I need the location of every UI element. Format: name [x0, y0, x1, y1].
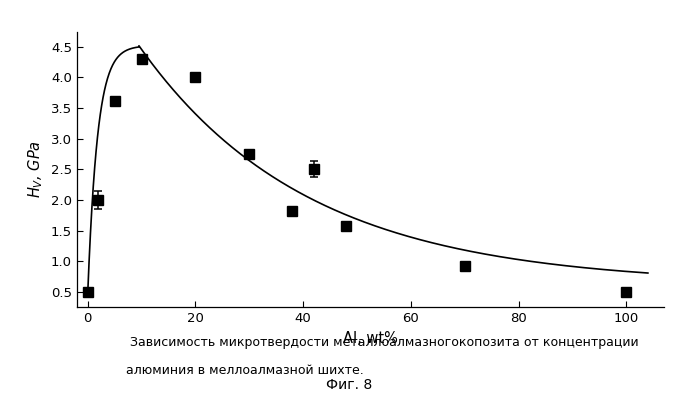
Text: алюминия в меллоалмазной шихте.: алюминия в меллоалмазной шихте. [126, 364, 363, 377]
Text: Зависимость микротвердости металлоалмазногокопозита от концентрации: Зависимость микротвердости металлоалмазн… [130, 336, 639, 349]
Text: Фиг. 8: Фиг. 8 [326, 378, 373, 392]
Y-axis label: $H_V$, GPa: $H_V$, GPa [27, 141, 45, 198]
X-axis label: Al, wt%: Al, wt% [343, 331, 398, 346]
